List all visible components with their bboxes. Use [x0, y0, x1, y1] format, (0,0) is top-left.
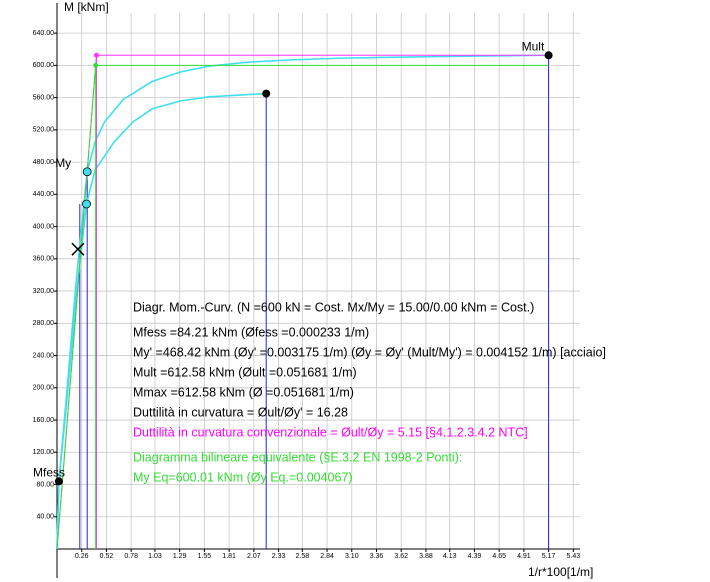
x-tick-label: 1.29 [173, 553, 187, 560]
annotation: Mult =612.58 kNm (Øult =0.051681 1/m) [133, 365, 357, 379]
x-tick-label: 2.84 [320, 553, 334, 560]
y-tick-label: 240.00 [33, 352, 55, 359]
y-axis-label: M [kNm] [64, 0, 109, 14]
x-tick-label: 3.36 [370, 553, 384, 560]
x-tick-label: 3.88 [419, 553, 433, 560]
y-tick-label: 400.00 [33, 223, 55, 230]
curve [56, 54, 549, 550]
y-tick-label: 120.00 [33, 449, 55, 456]
x-tick-label: 2.33 [272, 553, 286, 560]
y-tick-label: 520.00 [33, 127, 55, 134]
x-tick-label: 1.81 [222, 553, 236, 560]
annotation: Duttilità in curvatura convenzionale = Ø… [133, 425, 528, 439]
curve [56, 92, 267, 550]
point [71, 242, 85, 256]
x-axis-label: 1/r*100[1/m] [528, 565, 593, 579]
annotation: Diagr. Mom.-Curv. (N =600 kN = Cost. Mx/… [133, 300, 534, 314]
y-tick-label: 640.00 [33, 30, 55, 37]
point [93, 62, 99, 68]
point [544, 51, 553, 60]
y-tick-label: 200.00 [33, 385, 55, 392]
annotation: My' =468.42 kNm (Øy' =0.003175 1/m) (Øy … [133, 345, 606, 359]
annotation: Mmax =612.58 kNm (Ø =0.051681 1/m) [133, 385, 354, 399]
x-tick-label: 3.10 [345, 553, 359, 560]
x-tick-label: 2.07 [247, 553, 261, 560]
point [82, 199, 91, 209]
annotation: Diagramma bilineare equivalente (§E.3.2 … [133, 450, 462, 464]
point-label: Mfess [33, 465, 65, 479]
y-tick-label: 160.00 [33, 417, 55, 424]
x-tick-label: 4.39 [468, 553, 482, 560]
y-tick-label: 80.00 [36, 481, 54, 488]
point [54, 477, 63, 486]
annotation: Mfess =84.21 kNm (Øfess =0.000233 1/m) [133, 325, 369, 339]
y-tick-label: 280.00 [33, 320, 55, 327]
y-tick-label: 560.00 [33, 94, 55, 101]
point-label: My [55, 156, 71, 170]
x-tick-label: 5.17 [542, 553, 556, 560]
point [82, 167, 92, 177]
x-tick-label: 5.43 [567, 553, 581, 560]
x-tick-label: 0.52 [100, 553, 114, 560]
y-tick-label: 440.00 [33, 191, 55, 198]
x-tick-label: 1.55 [198, 553, 212, 560]
y-tick-label: 320.00 [33, 288, 55, 295]
x-tick-label: 4.65 [492, 553, 506, 560]
x-tick-label: 0.78 [124, 553, 138, 560]
y-tick-label: 40.00 [36, 514, 54, 521]
y-tick-label: 480.00 [33, 159, 55, 166]
annotation: Duttilità in curvatura = Øult/Øy' = 16.2… [133, 405, 348, 419]
annotation: My Eq=600.01 kNm (Øy Eq.=0.004067) [133, 470, 353, 484]
y-tick-label: 600.00 [33, 62, 55, 69]
point [262, 89, 271, 98]
x-tick-label: 3.62 [394, 553, 408, 560]
point [93, 52, 99, 58]
x-tick-label: 0.26 [75, 553, 89, 560]
x-tick-label: 4.91 [517, 553, 531, 560]
x-tick-label: 1.03 [148, 553, 162, 560]
x-tick-label: 4.13 [443, 553, 457, 560]
point-label: Mult [522, 39, 545, 53]
x-tick-label: 2.58 [296, 553, 310, 560]
y-tick-label: 360.00 [33, 256, 55, 263]
